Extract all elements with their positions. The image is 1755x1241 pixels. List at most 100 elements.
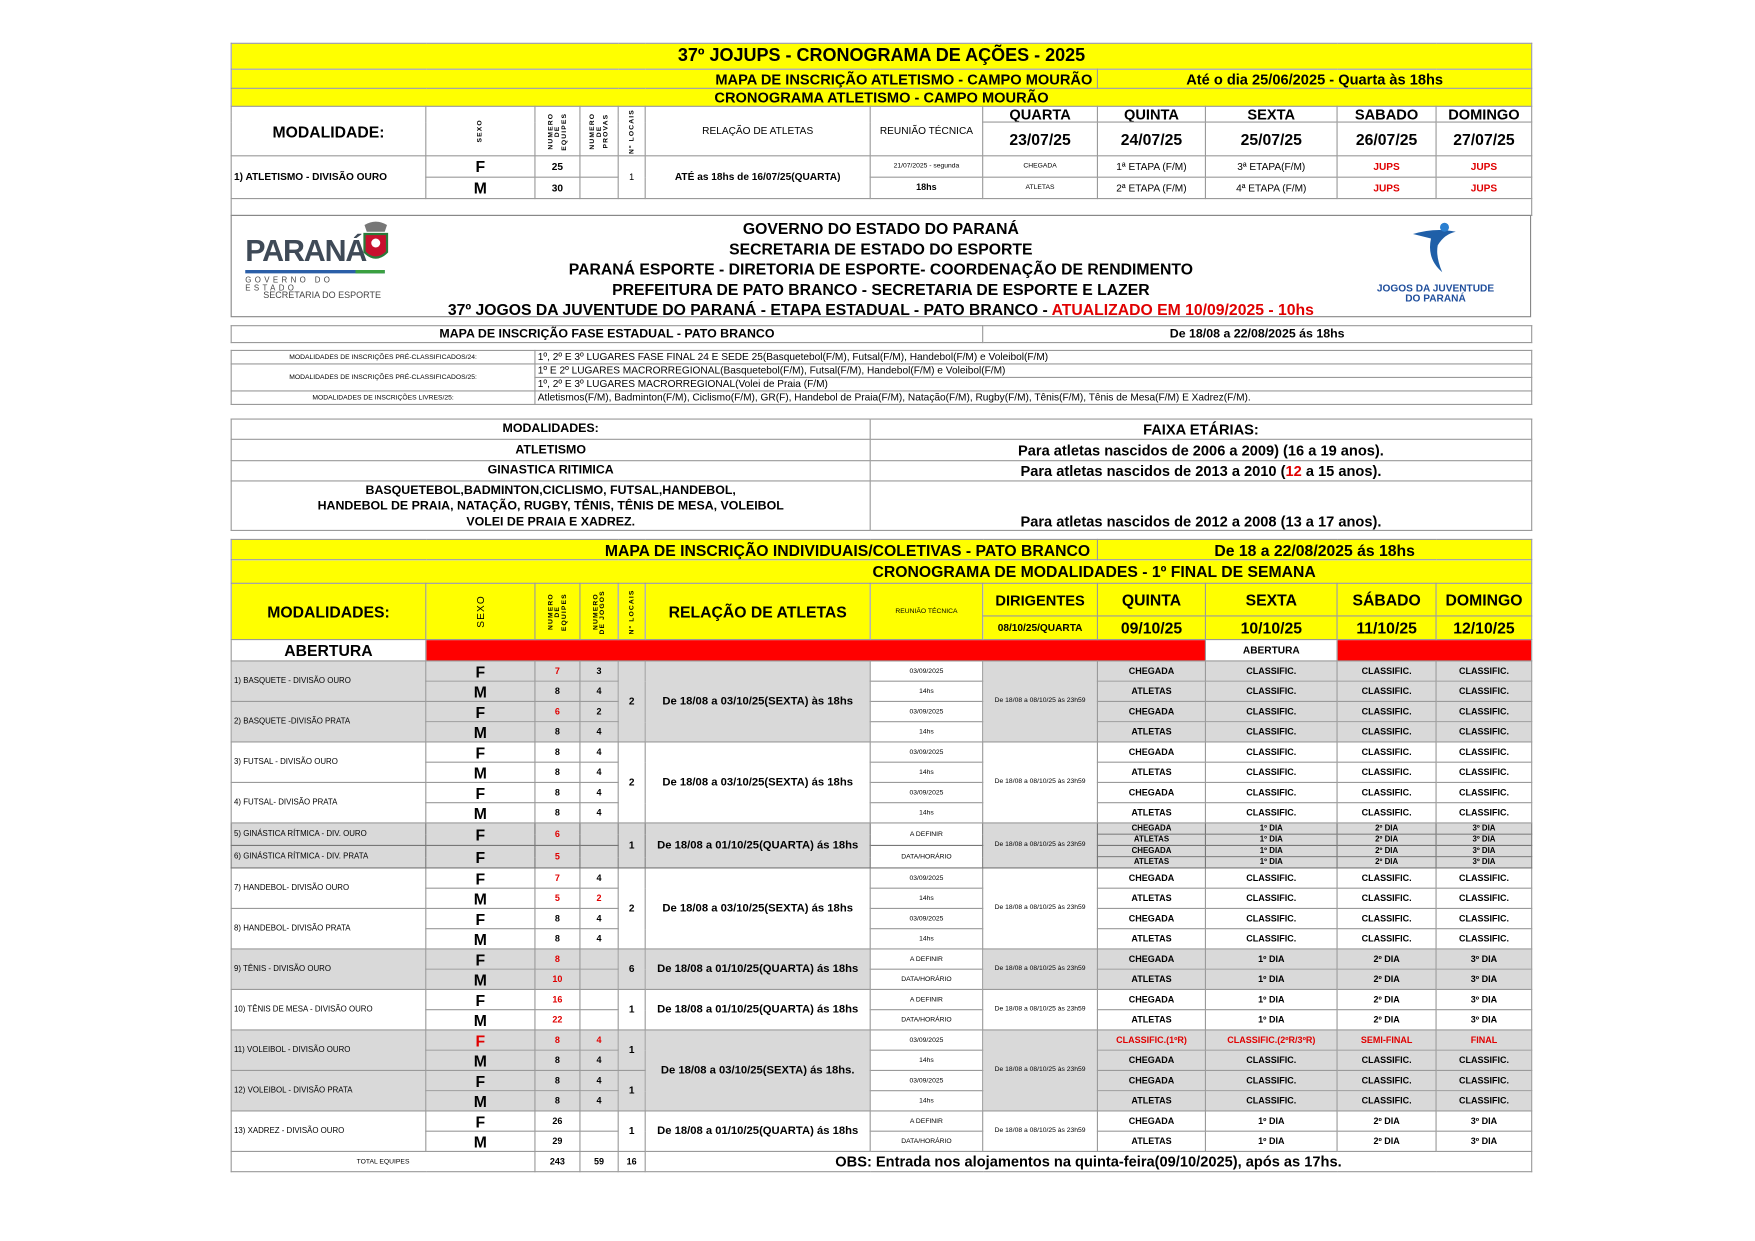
day-cell: 1º DIA xyxy=(1204,948,1338,970)
day-cell: CLASSIFIC. xyxy=(1204,660,1338,682)
day-cell: CLASSIFIC. xyxy=(1435,1090,1533,1112)
jogos-cell: 4 xyxy=(579,781,619,804)
equipes-cell: 10 xyxy=(534,968,581,990)
reuniao-cell: 18hs xyxy=(869,176,984,200)
faixa-value: Para atletas nascidos de 2013 a 2010 (12… xyxy=(869,460,1533,482)
day-name: SEXTA xyxy=(1204,105,1338,123)
reuniao-cell: 14hs xyxy=(869,1049,984,1071)
day-cell: 2º DIA xyxy=(1336,856,1437,869)
locais-cell: 1 xyxy=(617,1069,646,1112)
equipes-cell: 8 xyxy=(534,907,581,930)
day-cell: CHEGADA xyxy=(1096,1110,1207,1132)
jogos-cell: 4 xyxy=(579,802,619,824)
sexo-cell: F xyxy=(425,1029,536,1051)
dirigentes-cell: De 18/08 a 08/10/25 às 23h59 xyxy=(982,988,1099,1031)
pre25-value: 1º E 2º LUGARES MACRORREGIONAL(Basqueteb… xyxy=(534,363,1533,378)
livres-label: MODALIDADES DE INSCRIÇÕES LIVRES/25: xyxy=(230,390,536,405)
equipes-cell: 8 xyxy=(534,741,581,763)
header-locais: Nº LOCAIS xyxy=(628,108,636,154)
relacao-cell: De 18/08 a 03/10/25(SEXTA) ás 18hs xyxy=(644,741,871,824)
main-mapa: MAPA DE INSCRIÇÃO INDIVIDUAIS/COLETIVAS … xyxy=(230,538,1099,561)
locais-cell: 1 xyxy=(617,155,646,200)
reuniao-cell: 03/09/2025 xyxy=(869,700,984,723)
day-name: QUINTA xyxy=(1096,105,1206,123)
day-cell: JUPS xyxy=(1435,176,1533,200)
total-row: TOTAL EQUIPES 243 59 16 OBS: Entrada nos… xyxy=(230,1150,1533,1173)
modality-name: 1) BASQUETE - DIVISÃO OURO xyxy=(230,660,427,702)
day-cell: CLASSIFIC. xyxy=(1204,928,1338,950)
day-cell: 3º DIA xyxy=(1435,988,1533,1011)
jogos-cell: 4 xyxy=(579,907,619,930)
provas-cell xyxy=(579,155,619,178)
sexo-cell: F xyxy=(425,155,536,178)
sexo-cell: F xyxy=(425,1110,536,1132)
equipes-cell: 6 xyxy=(534,700,581,723)
modality-name: 11) VOLEIBOL - DIVISÃO OURO xyxy=(230,1029,427,1071)
day-cell: 3º DIA xyxy=(1435,856,1533,869)
equipes-cell: 8 xyxy=(534,1029,581,1051)
reuniao-cell: 03/09/2025 xyxy=(869,867,984,889)
atletismo-mapa: MAPA DE INSCRIÇÃO ATLETISMO - CAMPO MOUR… xyxy=(230,68,1098,89)
jogos-cell: 4 xyxy=(579,1029,619,1051)
modality-name: 9) TÊNIS - DIVISÃO OURO xyxy=(230,948,427,990)
table-row: 9) TÊNIS - DIVISÃO OURO F 8 6 De 18/08 a 01/… xyxy=(230,948,1533,990)
equipes-cell: 8 xyxy=(534,721,581,743)
day-date: 26/07/25 xyxy=(1336,121,1437,157)
equipes-cell: 29 xyxy=(534,1130,581,1152)
day-cell: 1º DIA xyxy=(1204,1110,1338,1132)
jogos-cell xyxy=(579,844,619,869)
day-cell: 2º DIA xyxy=(1336,833,1437,846)
day-cell: CLASSIFIC. xyxy=(1204,1090,1338,1112)
day-cell: ATLETAS xyxy=(1096,680,1207,702)
equipes-cell: 6 xyxy=(534,822,581,846)
day-cell: 4ª ETAPA (F/M) xyxy=(1204,176,1338,200)
reuniao-cell: DATA/HORÁRIO xyxy=(869,844,984,869)
jogos-cell: 4 xyxy=(579,1069,619,1092)
day-cell: 1º DIA xyxy=(1204,833,1338,846)
header-dirigentes: DIRIGENTES xyxy=(982,582,1099,617)
day-cell: 1º DIA xyxy=(1204,856,1338,869)
day-cell: CHEGADA xyxy=(1096,844,1207,858)
reuniao-cell: 14hs xyxy=(869,721,984,743)
day-cell: CLASSIFIC. xyxy=(1336,1069,1437,1092)
modality-name: 5) GINÁSTICA RÍTMICA - DIV. OURO xyxy=(230,822,427,846)
abertura-row: ABERTURA ABERTURA xyxy=(230,639,1533,662)
day-cell: 3º DIA xyxy=(1435,833,1533,846)
document-title: 37º JOJUPS - CRONOGRAMA DE AÇÕES - 2025 xyxy=(230,42,1533,70)
table-row: M 29 DATA/HORÁRIO ATLETAS 1º DIA 2º DIA 3º DIA xyxy=(231,1130,1533,1152)
reuniao-cell: 14hs xyxy=(869,887,984,909)
day-cell: CLASSIFIC. xyxy=(1435,867,1533,889)
day-name: DOMINGO xyxy=(1435,105,1533,123)
table-row: M 8 4 14hs ATLETAS CLASSIFIC. CLASSIFIC. CLASSI… xyxy=(231,680,1533,702)
table-row: M 8 4 14hs ATLETAS CLASSIFIC. CLASSIFIC. CLASSI… xyxy=(231,721,1533,743)
day-cell: CHEGADA xyxy=(1096,700,1207,723)
day-cell: JUPS xyxy=(1336,155,1437,178)
equipes-cell: 16 xyxy=(534,988,581,1011)
equipes-cell: 8 xyxy=(534,1049,581,1071)
sexo-cell: M xyxy=(425,928,536,950)
banner-line: PARANÁ ESPORTE - DIRETORIA DE ESPORTE- C… xyxy=(568,259,1193,278)
day-cell: CHEGADA xyxy=(1096,867,1207,889)
livres-value: Atletismos(F/M), Badminton(F/M), Ciclism… xyxy=(534,390,1533,405)
locais-cell: 2 xyxy=(617,660,646,743)
jogos-cell xyxy=(579,1110,619,1132)
dirigentes-date: 08/10/25/QUARTA xyxy=(982,615,1099,641)
day-cell: CLASSIFIC. xyxy=(1435,741,1533,763)
day-cell: FINAL xyxy=(1435,1029,1533,1051)
day-name: QUINTA xyxy=(1096,582,1207,617)
day-cell: 2ª ETAPA (F/M) xyxy=(1096,176,1206,200)
table-row: M 22 DATA/HORÁRIO ATLETAS 1º DIA 2º DIA 3º DIA xyxy=(231,1009,1533,1031)
day-cell: CLASSIFIC. xyxy=(1435,928,1533,950)
locais-cell: 1 xyxy=(617,988,646,1031)
day-cell: CLASSIFIC. xyxy=(1336,721,1437,743)
logo-stripe xyxy=(245,270,385,274)
day-cell: CLASSIFIC. xyxy=(1435,1049,1533,1071)
day-cell: 1ª ETAPA (F/M) xyxy=(1096,155,1206,178)
day-cell: 1º DIA xyxy=(1204,1130,1338,1152)
jogos-cell xyxy=(579,822,619,846)
jogos-cell: 4 xyxy=(579,867,619,889)
sexo-cell: M xyxy=(425,1009,536,1031)
dirigentes-cell: De 18/08 a 08/10/25 às 23h59 xyxy=(982,1029,1099,1112)
table-row: 2) BASQUETE -DIVISÃO PRATA F 6 2 03/09/2025 C… xyxy=(230,700,1533,743)
faixa-value: Para atletas nascidos de 2012 a 2008 (13… xyxy=(869,480,1533,531)
